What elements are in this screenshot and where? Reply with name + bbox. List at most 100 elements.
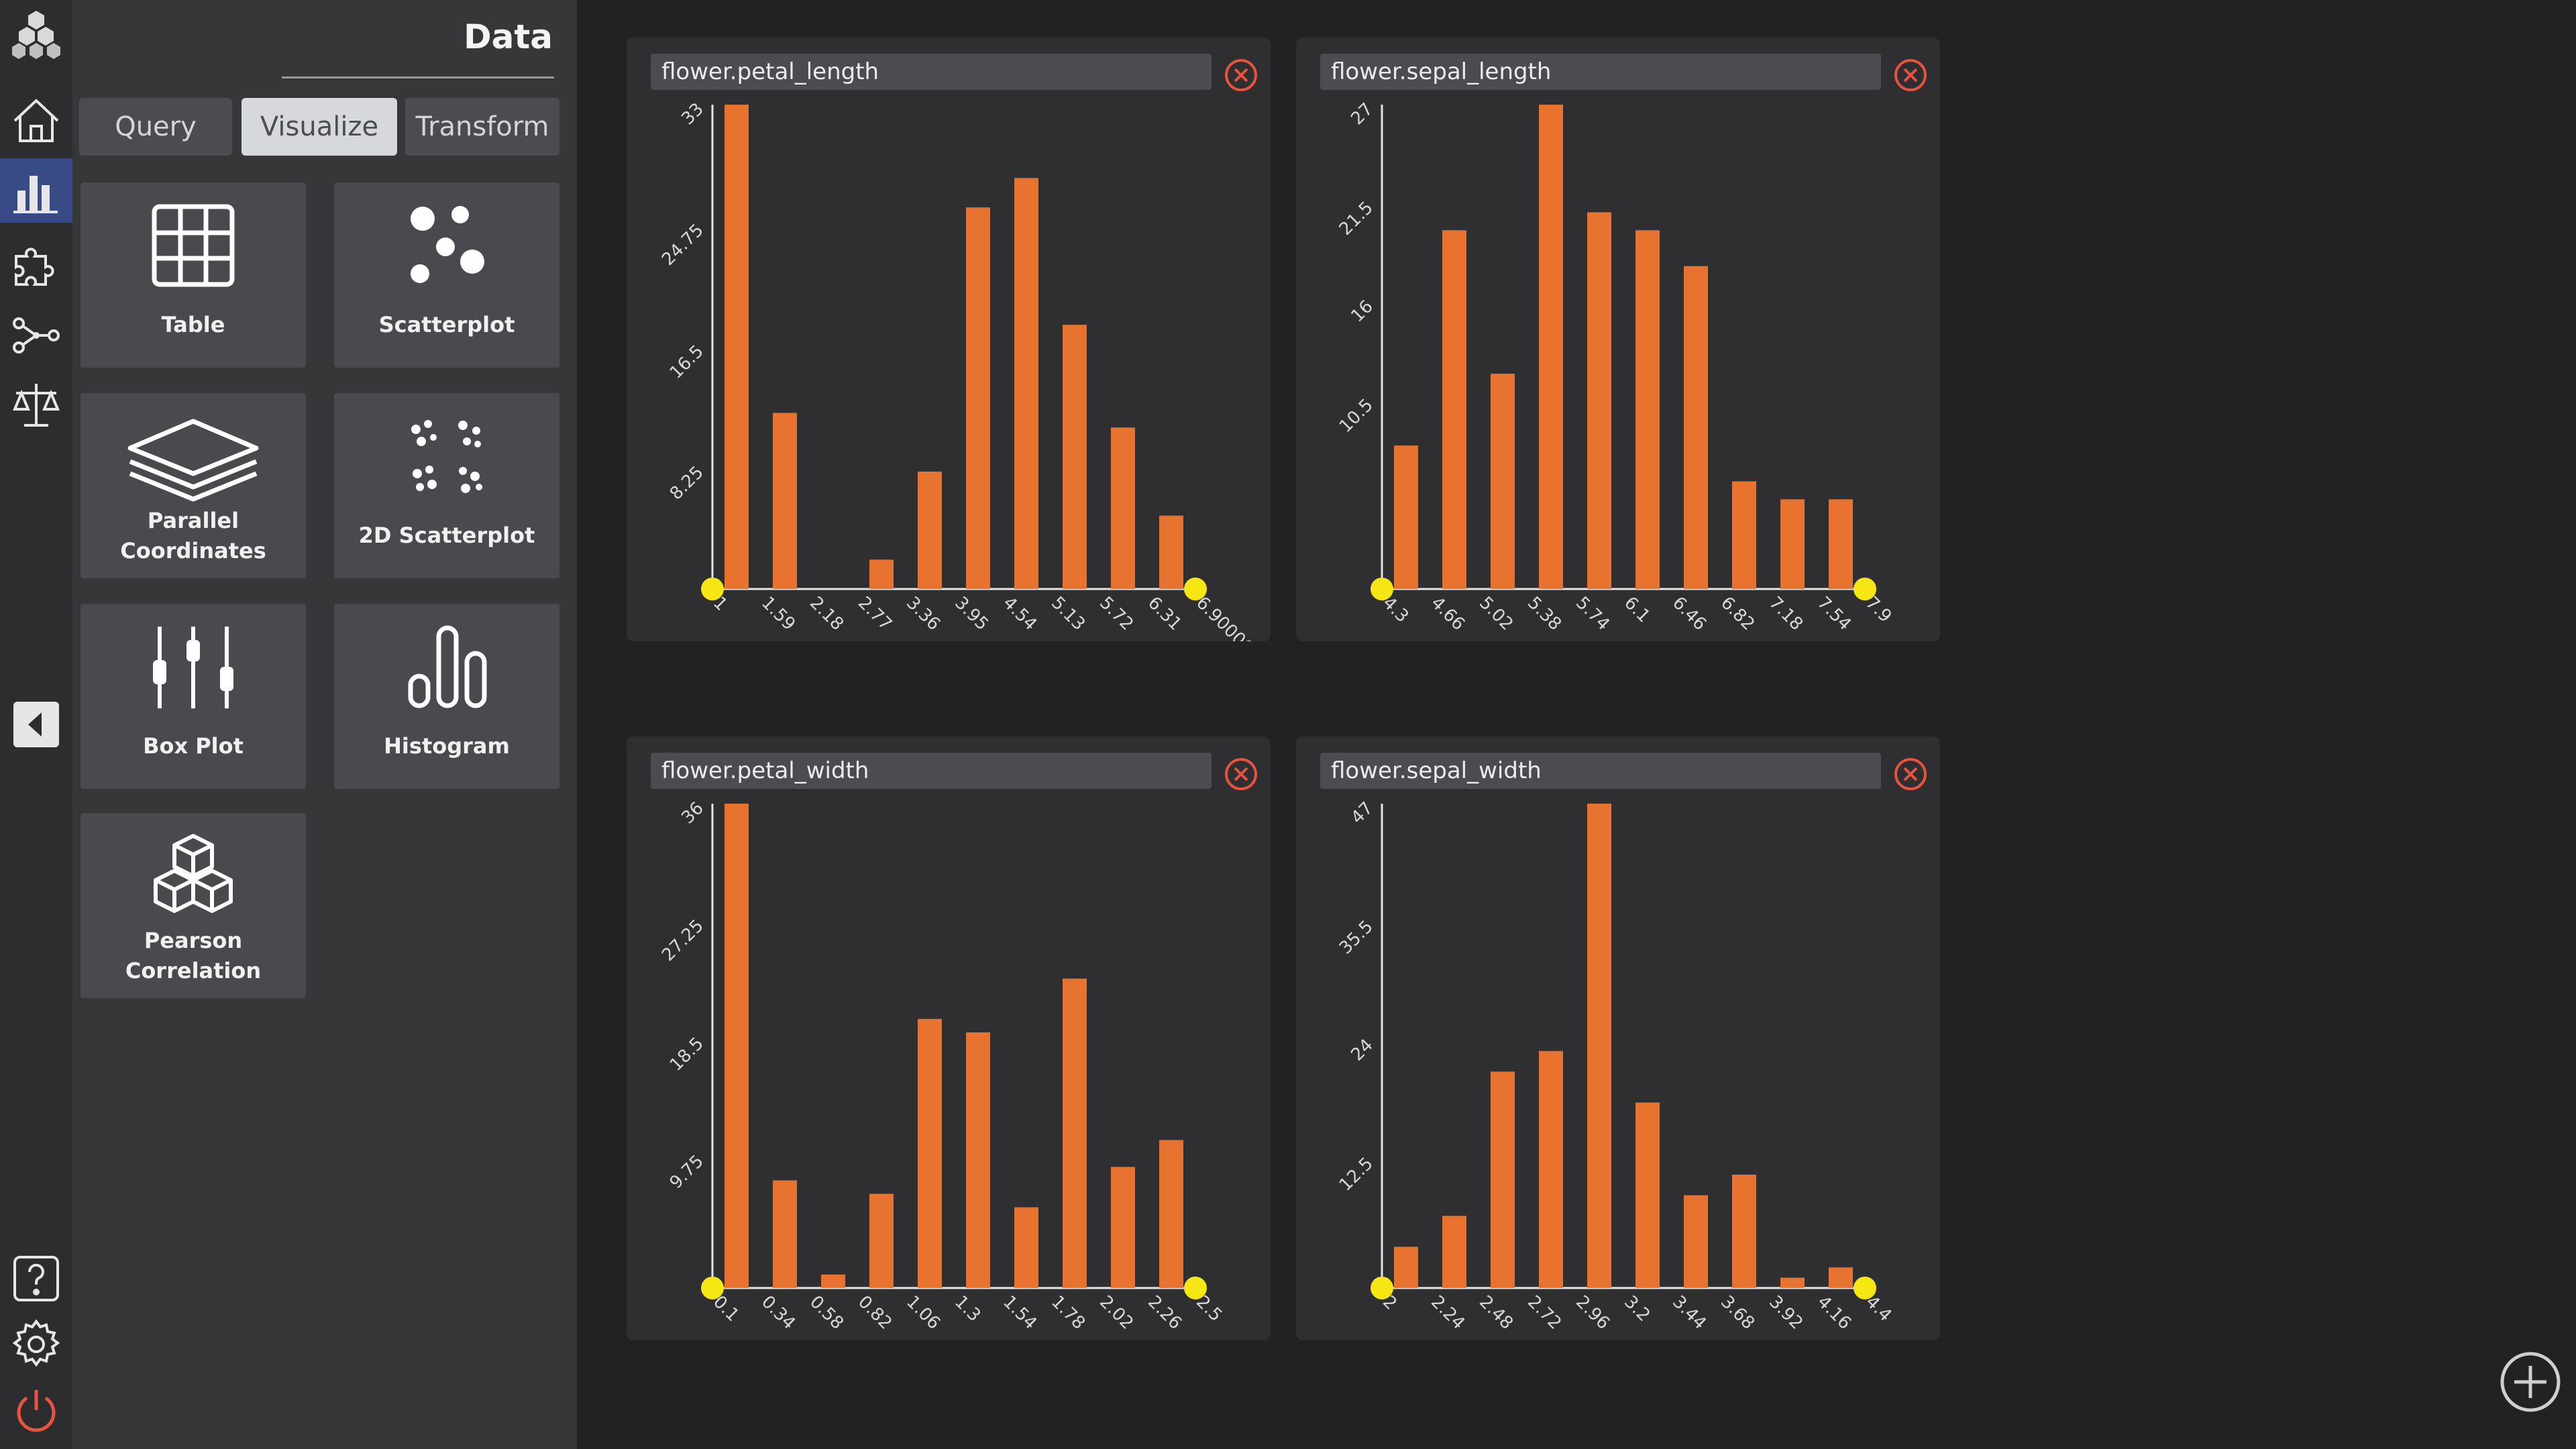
histogram-bar bbox=[773, 1181, 797, 1288]
y-tick-label: 24.75 bbox=[658, 220, 708, 270]
histogram-card: 27 21.5 16 10.5 4.3 4.66 5.02 5.38 5.74 6.1 6.46 6.… bbox=[1296, 38, 1940, 641]
range-handle-min bbox=[701, 1277, 724, 1299]
x-tick-label: 1.59 bbox=[757, 593, 799, 635]
x-tick-label: 1.54 bbox=[999, 1292, 1040, 1334]
y-tick-label: 27 bbox=[1347, 99, 1377, 129]
y-tick-label: 47 bbox=[1347, 798, 1377, 828]
scatterplot-tile[interactable]: Scatterplot bbox=[334, 182, 559, 368]
x-tick-label: 2.96 bbox=[1572, 1292, 1613, 1334]
histogram-bar bbox=[1539, 105, 1563, 589]
x-tick-label: 2.77 bbox=[854, 593, 896, 635]
range-handle-min bbox=[1371, 578, 1393, 600]
histogram-bar bbox=[1539, 1051, 1563, 1288]
histogram-bar bbox=[1491, 1071, 1515, 1288]
visualize-icon[interactable] bbox=[0, 158, 72, 223]
cubes-icon bbox=[80, 829, 306, 923]
histogram-bar bbox=[869, 1194, 894, 1288]
x-tick-label: 7.18 bbox=[1765, 593, 1807, 635]
x-tick-label: 1.06 bbox=[902, 1292, 944, 1334]
table-tile[interactable]: Table bbox=[80, 182, 306, 368]
settings-icon[interactable] bbox=[0, 1312, 72, 1377]
collapse-arrow-icon[interactable] bbox=[0, 692, 72, 757]
x-tick-label: 2.72 bbox=[1523, 1292, 1565, 1334]
tab-query[interactable]: Query bbox=[79, 98, 232, 156]
y-tick-label: 9.75 bbox=[666, 1151, 708, 1193]
histogram-card: 33 24.75 16.5 8.25 1 1.59 2.18 2.77 3.36 3.95 4.54… bbox=[627, 38, 1271, 641]
range-handle-max bbox=[1854, 1277, 1876, 1299]
x-tick-label: 1.78 bbox=[1047, 1292, 1089, 1334]
histogram-card: 47 35.5 24 12.5 2 2.24 2.48 2.72 2.96 3.2 3.44 3.68… bbox=[1296, 737, 1940, 1340]
x-tick-label: 5.74 bbox=[1572, 593, 1613, 635]
x-tick-label: 6.1 bbox=[1620, 593, 1654, 627]
y-tick-label: 21.5 bbox=[1336, 198, 1377, 239]
box-plot-tile[interactable]: Box Plot bbox=[80, 604, 306, 789]
histogram-bar bbox=[1684, 1195, 1708, 1288]
tile-label: Pearson Correlation bbox=[80, 926, 306, 986]
histogram-bar bbox=[1159, 1140, 1183, 1288]
field-select[interactable]: flower.petal_length bbox=[651, 54, 1212, 90]
x-tick-label: 4.54 bbox=[999, 593, 1040, 635]
panel-title: Data bbox=[464, 17, 553, 56]
y-tick-label: 33 bbox=[678, 99, 708, 129]
histogram-bar bbox=[966, 1032, 990, 1288]
histogram-bar bbox=[1829, 1267, 1853, 1288]
close-circle-icon[interactable] bbox=[1224, 58, 1258, 93]
histogram-bar bbox=[966, 207, 990, 589]
x-tick-label: 6.46 bbox=[1668, 593, 1710, 635]
histogram-icon bbox=[334, 620, 559, 714]
y-tick-label: 16.5 bbox=[666, 341, 708, 383]
help-icon[interactable] bbox=[0, 1246, 72, 1311]
y-tick-label: 8.25 bbox=[666, 462, 708, 504]
y-tick-label: 35.5 bbox=[1336, 916, 1377, 958]
layers-icon bbox=[80, 409, 306, 503]
balance-icon[interactable] bbox=[0, 373, 72, 437]
x-tick-label: 3.2 bbox=[1620, 1292, 1654, 1326]
power-icon[interactable] bbox=[0, 1379, 72, 1444]
close-circle-icon[interactable] bbox=[1893, 757, 1928, 792]
histogram-tile[interactable]: Histogram bbox=[334, 604, 559, 789]
histogram-bar bbox=[1635, 230, 1660, 589]
histogram-bar bbox=[1780, 499, 1805, 589]
x-tick-label: 4.66 bbox=[1427, 593, 1468, 635]
tab-visualize[interactable]: Visualize bbox=[241, 98, 397, 156]
y-tick-label: 10.5 bbox=[1336, 395, 1377, 437]
scatter-2d-icon bbox=[334, 409, 559, 503]
histogram-bar bbox=[773, 413, 797, 589]
histogram-bar bbox=[1491, 374, 1515, 589]
histogram-bar bbox=[1111, 427, 1135, 589]
tab-transform[interactable]: Transform bbox=[405, 98, 559, 156]
scatterplot-icon bbox=[334, 199, 559, 292]
tile-label: 2D Scatterplot bbox=[334, 521, 559, 551]
close-circle-icon[interactable] bbox=[1893, 58, 1928, 93]
x-tick-label: 3.92 bbox=[1765, 1292, 1807, 1334]
y-tick-label: 36 bbox=[678, 798, 708, 828]
x-tick-label: 2.02 bbox=[1095, 1292, 1137, 1334]
2d-scatterplot-tile[interactable]: 2D Scatterplot bbox=[334, 393, 559, 578]
histogram-bar bbox=[1442, 1216, 1466, 1288]
histogram-bar bbox=[1063, 325, 1087, 589]
histogram-bar bbox=[1159, 516, 1183, 589]
histogram-bar bbox=[1732, 482, 1756, 589]
graph-icon[interactable] bbox=[0, 303, 72, 368]
table-icon bbox=[80, 199, 306, 292]
parallel-coordinates-tile[interactable]: Parallel Coordinates bbox=[80, 393, 306, 578]
tile-label: Histogram bbox=[334, 731, 559, 761]
x-tick-label: 5.13 bbox=[1047, 593, 1089, 635]
x-tick-label: 4.16 bbox=[1813, 1292, 1855, 1334]
field-select[interactable]: flower.sepal_width bbox=[1320, 753, 1881, 789]
pearson-correlation-tile[interactable]: Pearson Correlation bbox=[80, 813, 306, 998]
histogram-bar bbox=[1394, 445, 1418, 589]
histogram-bar bbox=[1684, 266, 1708, 589]
puzzle-icon[interactable] bbox=[0, 231, 72, 295]
y-tick-label: 24 bbox=[1347, 1035, 1377, 1065]
field-select[interactable]: flower.sepal_length bbox=[1320, 54, 1881, 90]
home-icon[interactable] bbox=[0, 89, 72, 153]
field-select[interactable]: flower.petal_width bbox=[651, 753, 1212, 789]
close-circle-icon[interactable] bbox=[1224, 757, 1258, 792]
x-tick-label: 6.31 bbox=[1144, 593, 1185, 635]
tile-label: Table bbox=[80, 310, 306, 340]
add-circle-icon[interactable] bbox=[2498, 1350, 2563, 1414]
